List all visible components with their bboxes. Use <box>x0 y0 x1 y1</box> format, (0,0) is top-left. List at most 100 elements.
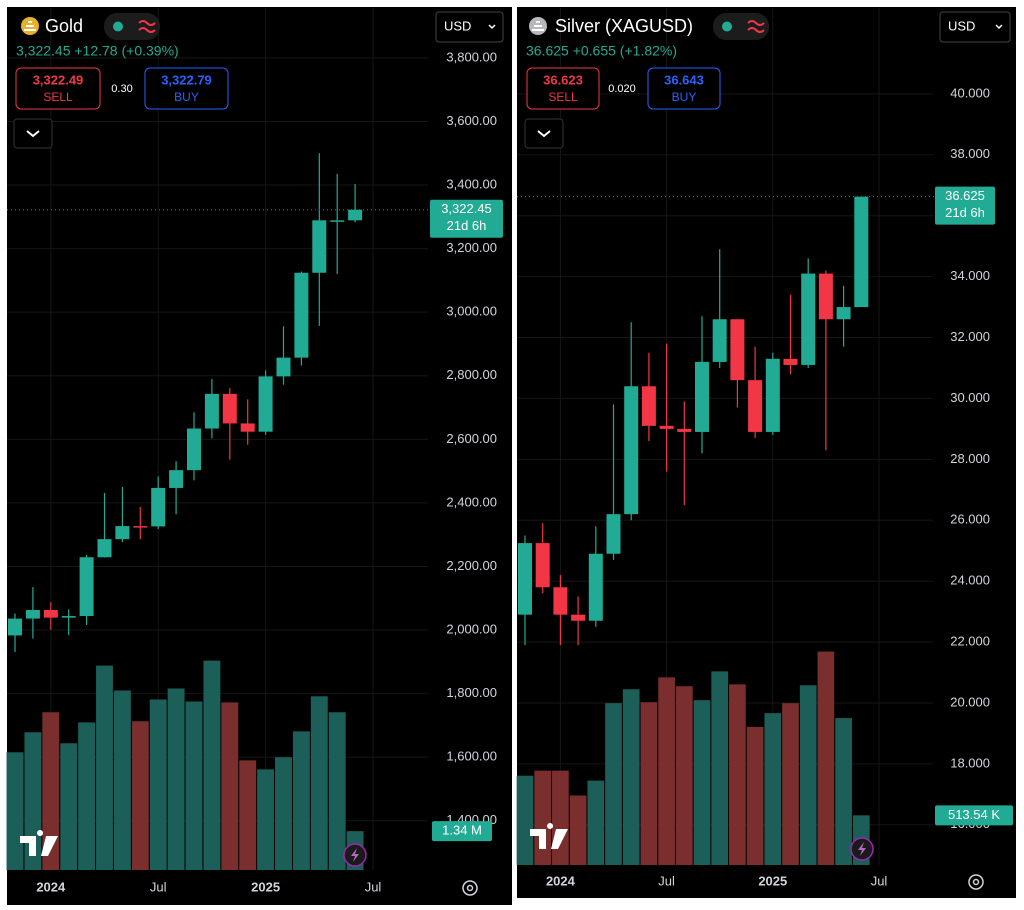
y-tick-label: 38.000 <box>950 146 990 161</box>
candle-body <box>348 209 363 221</box>
chevron <box>537 130 551 138</box>
volume-bar <box>275 757 292 870</box>
volume-bar <box>185 701 203 870</box>
price-tag-countdown: 21d 6h <box>447 218 487 233</box>
spread: 0.020 <box>608 83 636 95</box>
settings-button[interactable] <box>462 880 478 896</box>
currency-chevron <box>488 24 496 30</box>
bolt-icon <box>351 848 359 862</box>
y-tick-label: 28.000 <box>950 451 990 466</box>
volume-bar <box>131 721 149 870</box>
collapse-button[interactable] <box>13 118 53 149</box>
collapse-button[interactable] <box>524 118 564 149</box>
buy-label: BUY <box>672 90 697 104</box>
volume-bar <box>60 743 78 870</box>
candle-body <box>518 543 532 615</box>
candle-body <box>712 319 727 362</box>
candle-body <box>730 319 745 381</box>
market-open-dot <box>113 21 123 32</box>
symbol-title: Silver (XAGUSD) <box>555 16 693 36</box>
volume-bar <box>149 699 167 870</box>
tradingview-logo <box>530 823 568 849</box>
volume-tag-value: 513.54 K <box>948 807 1000 822</box>
symbol-icon-bars <box>532 21 544 31</box>
sell-button[interactable] <box>526 67 600 110</box>
x-tick-label: 2025 <box>758 873 787 888</box>
volume-tag-value: 1.34 M <box>442 823 482 838</box>
buy-button[interactable] <box>144 67 229 110</box>
volume-bar <box>658 677 675 865</box>
volume-bar <box>835 718 852 865</box>
candle-body <box>695 361 709 432</box>
y-tick-label: 3,000.00 <box>446 304 497 319</box>
volume-bar <box>640 702 658 865</box>
candle-body <box>836 307 851 320</box>
candle-body <box>312 220 327 273</box>
x-tick-label: Jul <box>365 879 382 894</box>
volume-bar <box>569 795 587 865</box>
candle-body <box>818 273 833 320</box>
candle-body <box>677 428 692 432</box>
sell-price: 36.623 <box>543 72 583 87</box>
currency-label: USD <box>948 18 975 33</box>
candle-body <box>276 357 291 377</box>
candle-body <box>79 557 94 617</box>
sell-label: SELL <box>43 90 73 104</box>
y-tick-label: 3,600.00 <box>446 113 497 128</box>
buy-button[interactable] <box>647 67 721 110</box>
candle-body <box>748 380 763 432</box>
sell-label: SELL <box>548 90 578 104</box>
volume-bar <box>552 770 569 865</box>
volume-bar <box>605 703 622 865</box>
spread: 0.30 <box>111 83 132 95</box>
buy-price: 36.643 <box>664 72 704 87</box>
volume-bar <box>817 651 835 865</box>
volume-bar <box>239 760 257 870</box>
price-tag-countdown: 21d 6h <box>945 205 985 220</box>
candle-body <box>624 386 639 515</box>
currency-chevron <box>995 24 1003 30</box>
candle-body <box>854 196 869 308</box>
buy-label: BUY <box>174 90 199 104</box>
delay-icon <box>747 20 765 33</box>
candle-body <box>294 272 309 358</box>
volume-tag <box>935 805 1013 826</box>
y-tick-label: 22.000 <box>950 634 990 649</box>
candle-body <box>97 539 112 558</box>
y-tick-label: 2,600.00 <box>446 431 497 446</box>
price-tag <box>430 199 503 238</box>
candle-body <box>258 376 273 432</box>
delay-icon <box>138 20 156 33</box>
symbol-icon-bars <box>24 21 36 31</box>
x-tick-label: Jul <box>871 873 888 888</box>
x-tick-label: 2024 <box>36 879 66 894</box>
settings-button[interactable] <box>968 874 984 890</box>
y-tick-label: 1,600.00 <box>446 749 497 764</box>
price-tag-value: 36.625 <box>945 188 985 203</box>
volume-bar <box>746 726 764 865</box>
x-tick-label: Jul <box>150 879 167 894</box>
candle-body <box>535 543 550 588</box>
volume-bar <box>711 671 729 865</box>
volume-bar <box>328 712 346 870</box>
x-tick-label: 2024 <box>546 873 576 888</box>
currency-select[interactable] <box>435 11 504 43</box>
buy-price: 3,322.79 <box>161 72 212 87</box>
y-tick-label: 30.000 <box>950 390 990 405</box>
volume-bar <box>167 688 185 870</box>
y-tick-label: 20.000 <box>950 694 990 709</box>
candle-body <box>115 526 130 540</box>
sell-price: 3,322.49 <box>33 72 84 87</box>
price-tag-value: 3,322.45 <box>441 201 492 216</box>
candle-body <box>240 423 255 432</box>
settings-center <box>466 884 474 892</box>
volume-bar <box>257 769 275 870</box>
y-tick-label: 3,200.00 <box>446 240 497 255</box>
currency-select[interactable] <box>939 11 1011 43</box>
candle-body <box>133 526 148 528</box>
y-tick-label: 34.000 <box>950 268 990 283</box>
y-tick-label: 3,800.00 <box>446 49 497 64</box>
sell-button[interactable] <box>15 67 101 110</box>
candle-body <box>765 358 780 432</box>
